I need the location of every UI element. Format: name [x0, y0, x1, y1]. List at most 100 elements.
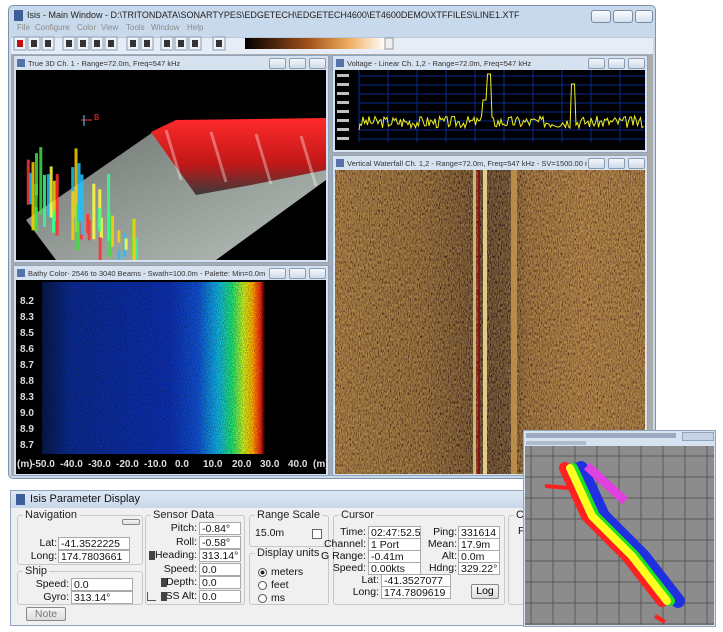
maximize-button[interactable] — [608, 58, 625, 69]
sonar-spike — [111, 215, 115, 247]
note-button[interactable]: Note — [26, 607, 66, 621]
sensor-icon — [149, 551, 155, 560]
close-button[interactable] — [628, 158, 645, 169]
waterfall-image — [335, 170, 645, 474]
sensor-label: Speed: — [163, 562, 197, 575]
voltage-trace — [358, 73, 644, 131]
nadir-line — [473, 170, 476, 474]
panel-icon — [17, 59, 25, 67]
cursor-label: Ping: — [433, 526, 457, 538]
lat-label: Lat: — [39, 537, 57, 549]
sensor-value: 0.0 — [199, 576, 241, 589]
y-label: 8.7 — [20, 360, 34, 371]
x-axis-strip — [16, 454, 326, 474]
toolbar-glyph — [144, 40, 150, 47]
group-title: Navigation — [23, 509, 79, 521]
group-title: Cursor — [339, 509, 377, 521]
menu-item[interactable]: View — [101, 23, 119, 32]
x-label: -30.0 — [88, 459, 111, 470]
axis-tick-label — [337, 83, 349, 86]
maximize-button[interactable] — [289, 268, 306, 279]
menu-item[interactable]: Help — [187, 23, 204, 32]
radio-button[interactable] — [258, 568, 267, 577]
close-button[interactable] — [309, 268, 326, 279]
toolbar-glyph — [164, 40, 170, 47]
group-title: Sensor Data — [151, 509, 217, 521]
axis-tick-label — [337, 74, 349, 77]
center-line — [478, 170, 480, 474]
menu-item[interactable]: Color — [77, 23, 97, 32]
panel-icon — [17, 269, 25, 277]
y-label: 8.9 — [20, 424, 34, 435]
menu-item[interactable]: Window — [151, 23, 180, 32]
menu-item[interactable]: Configure — [35, 23, 70, 32]
sonar-spike — [99, 217, 103, 239]
app-icon — [16, 494, 25, 505]
sonar-spike — [92, 183, 96, 240]
plot-background — [335, 70, 645, 150]
ridge-stripe — [299, 135, 318, 187]
nav-button[interactable] — [122, 519, 140, 525]
menu-bar — [526, 441, 586, 445]
ridge-stripe — [164, 129, 183, 181]
maximize-button[interactable] — [613, 10, 633, 23]
maximize-button[interactable] — [608, 158, 625, 169]
palette-end — [384, 37, 394, 50]
close-button[interactable] — [635, 10, 653, 23]
x-label: 20.0 — [232, 459, 252, 470]
window-buttons[interactable] — [682, 432, 714, 441]
cursor-label: Alt: — [441, 550, 457, 562]
radio-button[interactable] — [258, 594, 267, 603]
group-title: Display units — [255, 547, 322, 559]
sensor-icon — [161, 591, 167, 601]
close-button[interactable] — [628, 58, 645, 69]
sonar-spike — [134, 238, 138, 260]
range-scale-check[interactable] — [312, 529, 322, 539]
ship-group: Ship — [17, 565, 143, 605]
sonar-spike — [42, 174, 46, 227]
sonar-spike — [71, 191, 75, 240]
ss-alt-check[interactable] — [147, 592, 156, 601]
minimize-button[interactable] — [591, 10, 611, 23]
cursor-label: Speed: — [332, 562, 366, 574]
minimize-button[interactable] — [269, 268, 286, 279]
ridge-stripe — [254, 133, 273, 185]
minimize-button[interactable] — [588, 58, 605, 69]
panel-icon — [336, 59, 344, 67]
partial-label: F — [518, 525, 525, 537]
sensor-value: -0.84° — [199, 522, 241, 535]
group-title: Range Scale — [255, 509, 322, 521]
window-title: Isis - Main Window - D:\TRITONDATA\SONAR… — [27, 10, 520, 20]
menu-item[interactable]: Tools — [126, 23, 145, 32]
panel-title: Vertical Waterfall Ch. 1,2 - Range=72.0m… — [347, 159, 587, 168]
minimize-button[interactable] — [588, 158, 605, 169]
sonar-spike — [76, 204, 80, 250]
sensor-value: 313.14° — [199, 549, 241, 562]
x-label: -40.0 — [60, 459, 83, 470]
coverage-swath — [544, 484, 667, 624]
sonar-spike — [117, 250, 121, 260]
sensor-label: Pitch: — [170, 522, 197, 534]
group-title: Ship — [23, 565, 50, 577]
radio-button[interactable] — [258, 581, 267, 590]
y-label: 8.6 — [20, 344, 34, 355]
sensor-label: SS Alt: — [165, 589, 197, 602]
sonar-spike — [107, 173, 111, 242]
seafloor-ridge — [151, 118, 326, 195]
maximize-button[interactable] — [289, 58, 306, 69]
menu-item[interactable]: File — [17, 23, 30, 32]
cursor-value: 174.7809619 — [381, 586, 451, 599]
sonar-spike — [97, 207, 101, 232]
coverage-map — [525, 446, 714, 625]
log-button[interactable]: Log — [471, 584, 499, 599]
toolbar-glyph — [130, 40, 136, 47]
toolbar-glyph — [66, 40, 72, 47]
long-label: Long: — [30, 550, 57, 562]
close-button[interactable] — [309, 58, 326, 69]
minimize-button[interactable] — [269, 58, 286, 69]
y-label: 8.7 — [20, 440, 34, 451]
axis-tick-label — [337, 128, 349, 131]
cursor-value: 329.22° — [458, 562, 500, 575]
axis-tick-label — [337, 101, 349, 104]
cursor-label: G Range: — [321, 550, 366, 562]
